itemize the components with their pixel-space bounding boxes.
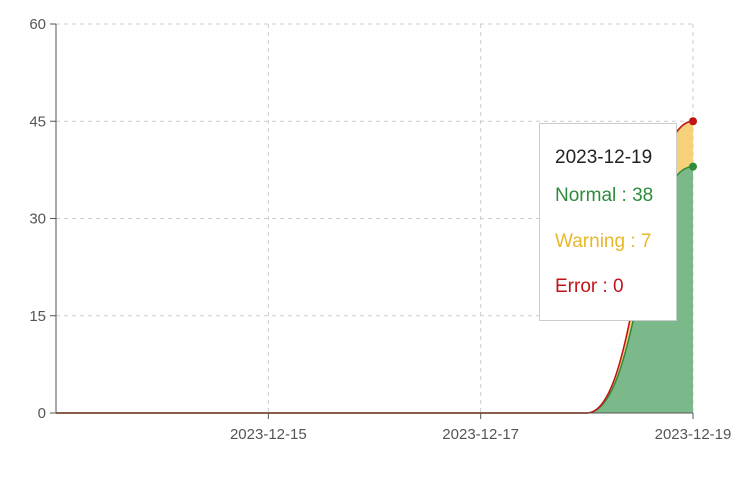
x-tick-label: 2023-12-19 <box>655 426 732 443</box>
y-tick-label: 45 <box>29 113 46 130</box>
tooltip-normal-value: Normal : 38 <box>555 185 654 206</box>
x-tick-label: 2023-12-15 <box>230 426 307 443</box>
hover-point-error <box>689 117 697 126</box>
y-tick-label: 15 <box>29 308 46 325</box>
tooltip-warning-value: Warning : 7 <box>555 231 652 252</box>
tooltip-date: 2023-12-19 <box>555 147 653 168</box>
tooltip-error-value: Error : 0 <box>555 276 624 297</box>
x-tick-label: 2023-12-17 <box>442 426 519 443</box>
y-tick-label: 60 <box>29 16 46 33</box>
series-area-normal <box>56 166 693 413</box>
axes: 0 15 30 45 60 2023-12-15 2023-12-17 2023-12-19 <box>29 16 731 443</box>
y-tick-label: 30 <box>29 211 46 228</box>
hover-markers <box>689 117 697 171</box>
y-tick-label: 0 <box>38 405 46 422</box>
hover-point-normal <box>689 162 697 171</box>
chart-tooltip: 2023-12-19 Normal : 38 Warning : 7 Error… <box>539 123 677 321</box>
